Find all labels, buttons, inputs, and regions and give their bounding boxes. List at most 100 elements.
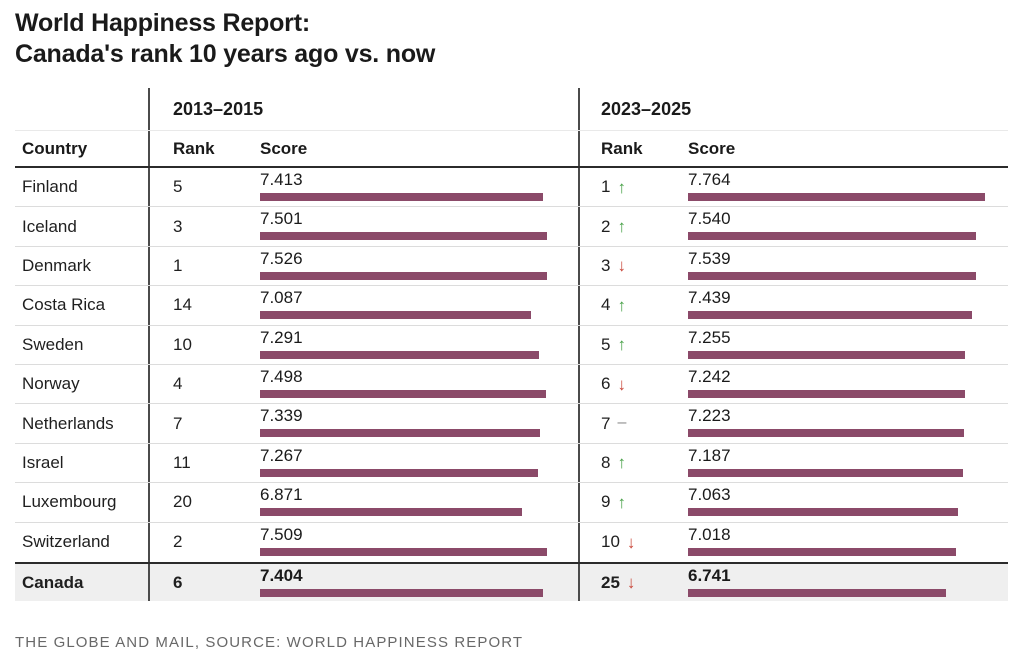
rank-new-value: 2 [601,216,611,236]
table-row: Switzerland 2 7.509 10 ↓ 7.018 [15,522,1008,562]
rank-new-cell: 25 ↓ [578,563,688,602]
table-row: Finland 5 7.413 1 ↑ 7.764 [15,168,1008,208]
rank-new-value: 3 [601,255,611,275]
title-line-2: Canada's rank 10 years ago vs. now [15,40,436,68]
score-old-value: 7.413 [260,170,303,189]
score-new-cell: 7.018 [688,523,1008,562]
score-new-bar [688,193,985,201]
column-header-row: Country Rank Score Rank Score [15,131,1008,168]
rank-old-cell: 7 [148,404,260,443]
rank-down-arrow-icon: ↓ [617,374,626,394]
rank-old-value: 10 [173,334,192,354]
rank-old-cell: 14 [148,286,260,325]
rank-old-cell: 10 [148,325,260,364]
score-old-bar [260,193,544,201]
score-old-cell: 7.404 [260,564,578,601]
rank-up-arrow-icon: ↑ [617,295,626,315]
score-new-value: 7.439 [688,288,731,308]
score-new-value: 7.255 [688,327,731,347]
table-row: Canada 6 7.404 25 ↓ 6.741 [15,561,1008,602]
score-old-bar [260,429,541,438]
rank-new-value: 5 [601,334,611,354]
rank-new-cell: 6 ↓ [578,364,688,404]
table-row: Costa Rica 14 7.087 4 ↑ 7.439 [15,286,1008,326]
score-old-cell: 7.339 [260,404,578,442]
score-new-cell: 6.741 [688,564,1008,601]
score-old-value: 7.498 [260,366,303,386]
rank-new-value: 1 [601,177,611,197]
rank-old-value: 14 [173,295,192,315]
rank-up-arrow-icon: ↑ [617,492,626,512]
score-old-cell: 7.291 [260,326,578,364]
table-row: Luxembourg 20 6.871 9 ↑ 7.063 [15,483,1008,523]
score-old-bar [260,350,539,359]
score-old-cell: 7.087 [260,286,578,324]
rank-new-value: 6 [601,374,611,394]
rank-new-cell: 9 ↑ [578,483,688,522]
table-body: Finland 5 7.413 1 ↑ 7.764 Iceland 3 7.50… [15,168,1008,602]
table-row: Norway 4 7.498 6 ↓ 7.242 [15,364,1008,405]
score-new-cell: 7.539 [688,247,1008,285]
score-old-value: 6.871 [260,485,303,505]
rank-new-cell: 2 ↑ [578,207,688,246]
score-new-value: 7.242 [688,366,731,386]
country-name: Luxembourg [22,492,117,512]
rank-up-arrow-icon: ↑ [617,453,626,473]
rank-old-cell: 2 [148,522,260,562]
title-line-1: World Happiness Report: [15,9,310,37]
rank-new-cell: 5 ↑ [578,325,688,364]
score-new-cell: 7.187 [688,444,1008,482]
score-new-cell: 7.764 [688,168,1008,206]
score-new-bar [688,311,973,320]
rank-down-arrow-icon: ↓ [617,256,626,276]
rank-down-arrow-icon: ↓ [626,532,636,552]
score-old-bar [260,311,531,320]
score-new-bar [688,389,965,398]
rank-old-value: 2 [173,532,183,552]
score-old-cell: 6.871 [260,483,578,521]
rank-up-arrow-icon: ↑ [617,335,626,355]
rank-old-cell: 6 [148,563,260,602]
score-old-bar [260,468,538,477]
score-new-value: 7.540 [688,209,731,229]
score-old-cell: 7.526 [260,247,578,285]
rank-unchanged-dash-icon: – [617,413,627,431]
period-label-old: 2013–2015 [173,98,264,119]
score-old-value: 7.509 [260,524,303,544]
country-name: Israel [22,452,64,472]
score-new-bar [688,350,966,359]
score-old-bar [260,271,548,280]
score-new-bar [688,232,977,241]
table-row: Iceland 3 7.501 2 ↑ 7.540 [15,207,1008,247]
rank-new-value: 4 [601,295,611,315]
score-old-cell: 7.498 [260,365,578,403]
score-old-value: 7.339 [260,406,303,426]
rank-new-cell: 7 – [578,404,688,443]
score-old-bar [260,389,547,398]
rank-new-value: 8 [601,452,611,472]
score-old-bar [260,232,547,241]
score-old-cell: 7.501 [260,207,578,245]
rank-new-cell: 1 ↑ [578,168,688,207]
rank-old-cell: 11 [148,443,260,483]
rank-old-cell: 20 [148,483,260,522]
rank-old-value: 4 [173,374,183,394]
happiness-table: 2013–2015 2023–2025 Country Rank Score R… [15,88,1008,602]
table-row: Denmark 1 7.526 3 ↓ 7.539 [15,246,1008,287]
rank-old-cell: 1 [148,246,260,286]
column-header-rank-old: Rank [148,131,260,166]
table-row: Sweden 10 7.291 5 ↑ 7.255 [15,325,1008,365]
score-new-cell: 7.439 [688,286,1008,324]
score-old-value: 7.267 [260,445,303,465]
country-name: Netherlands [22,413,114,433]
rank-old-value: 7 [173,413,183,433]
score-new-value: 7.187 [688,445,731,465]
score-old-value: 7.501 [260,209,303,229]
rank-new-cell: 3 ↓ [578,246,688,286]
score-old-value: 7.087 [260,288,303,308]
rank-up-arrow-icon: ↑ [617,177,626,197]
column-header-rank-new: Rank [578,131,688,166]
score-new-bar [688,429,964,438]
score-new-cell: 7.540 [688,207,1008,245]
